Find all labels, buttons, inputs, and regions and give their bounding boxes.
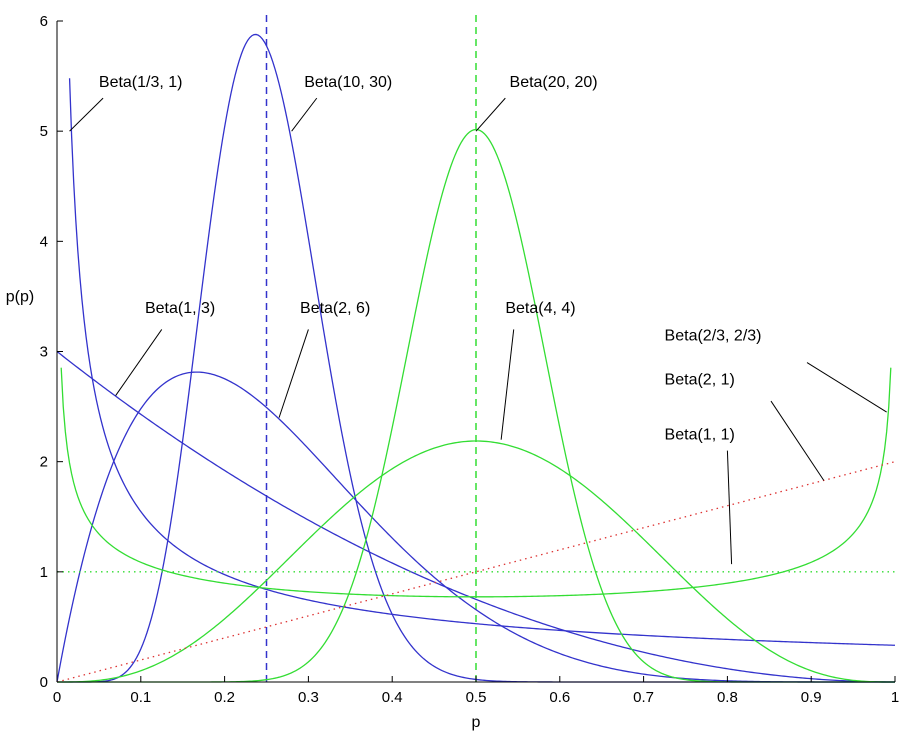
x-tick-label: 0.6 (549, 689, 570, 706)
x-tick: 0 (53, 676, 61, 706)
annotation-label: Beta(1, 3) (145, 300, 215, 317)
x-tick-label: 0 (53, 689, 61, 706)
y-tick-label: 6 (40, 13, 48, 30)
annotation-label: Beta(4, 4) (505, 300, 575, 317)
annotation: Beta(2, 1) (665, 372, 825, 481)
x-tick: 1 (891, 676, 899, 706)
reference-lines (265, 15, 477, 682)
annotation-leader-line (726, 450, 733, 565)
x-tick-label: 1 (891, 689, 899, 706)
annotation: Beta(2, 6) (278, 300, 370, 418)
annotation: Beta(1, 1) (665, 427, 735, 565)
y-tick-label: 4 (40, 233, 48, 250)
y-ticks: 0 1 2 3 4 5 6 (40, 13, 63, 691)
series-line (57, 440, 895, 683)
y-tick: 1 (40, 564, 63, 581)
annotation: Beta(10, 30) (291, 74, 392, 132)
y-tick-label: 2 (40, 454, 48, 471)
y-tick-label: 3 (40, 344, 48, 361)
y-tick: 4 (40, 233, 63, 250)
annotation-label: Beta(2/3, 2/3) (665, 327, 762, 344)
x-tick-label: 0.9 (801, 689, 822, 706)
annotations: Beta(1/3, 1) Beta(10, 30) Beta(20, 20) Beta… (69, 74, 887, 565)
annotation-label: Beta(1, 1) (665, 427, 735, 444)
x-tick: 0.8 (717, 676, 738, 706)
x-tick-label: 0.5 (466, 689, 487, 706)
annotation-leader-line (475, 97, 506, 132)
series-line (56, 350, 895, 683)
y-tick: 0 (40, 674, 63, 691)
x-tick-label: 0.1 (130, 689, 151, 706)
annotation: Beta(4, 4) (500, 300, 576, 440)
y-tick: 6 (40, 13, 63, 30)
annotation: Beta(20, 20) (475, 74, 598, 132)
annotation-leader-line (115, 329, 163, 396)
y-tick: 2 (40, 454, 63, 471)
x-tick: 0.3 (298, 676, 319, 706)
x-tick: 0.7 (633, 676, 654, 706)
annotation-leader-line (500, 329, 515, 440)
x-tick: 0.2 (214, 676, 235, 706)
x-tick: 0.5 (466, 676, 487, 706)
series-line (68, 78, 896, 646)
x-tick: 0.1 (130, 676, 151, 706)
annotation: Beta(1/3, 1) (69, 74, 183, 132)
y-tick-label: 1 (40, 564, 48, 581)
annotation-label: Beta(2, 1) (665, 372, 735, 389)
x-tick: 0.6 (549, 676, 570, 706)
x-axis-label: p (472, 714, 481, 731)
y-tick-label: 5 (40, 123, 48, 140)
y-axis-label: p(p) (6, 288, 34, 305)
x-tick: 0.4 (382, 676, 403, 706)
annotation-label: Beta(1/3, 1) (99, 74, 183, 91)
annotation-leader-line (770, 400, 825, 481)
annotation: Beta(2/3, 2/3) (665, 327, 887, 413)
y-tick-label: 0 (40, 674, 48, 691)
series-line (56, 461, 896, 683)
annotation-leader-line (806, 362, 887, 413)
annotation-label: Beta(20, 20) (510, 74, 598, 91)
annotation-label: Beta(2, 6) (300, 300, 370, 317)
y-tick: 3 (40, 344, 63, 361)
x-tick: 0.9 (801, 676, 822, 706)
x-tick-label: 0.2 (214, 689, 235, 706)
y-tick: 5 (40, 123, 63, 140)
x-tick-label: 0.3 (298, 689, 319, 706)
annotation-leader-line (291, 97, 318, 132)
x-tick-label: 0.7 (633, 689, 654, 706)
x-tick-label: 0.4 (382, 689, 403, 706)
annotation-label: Beta(10, 30) (304, 74, 392, 91)
series-line (56, 371, 895, 683)
x-tick-label: 0.8 (717, 689, 738, 706)
annotation-leader-line (69, 97, 104, 132)
x-ticks: 0 0.1 0.2 0.3 0.4 0.5 0.6 0.7 0.8 0.9 1 (53, 676, 899, 706)
series-line (60, 367, 892, 598)
annotation-leader-line (278, 329, 309, 418)
annotation: Beta(1, 3) (115, 300, 215, 396)
